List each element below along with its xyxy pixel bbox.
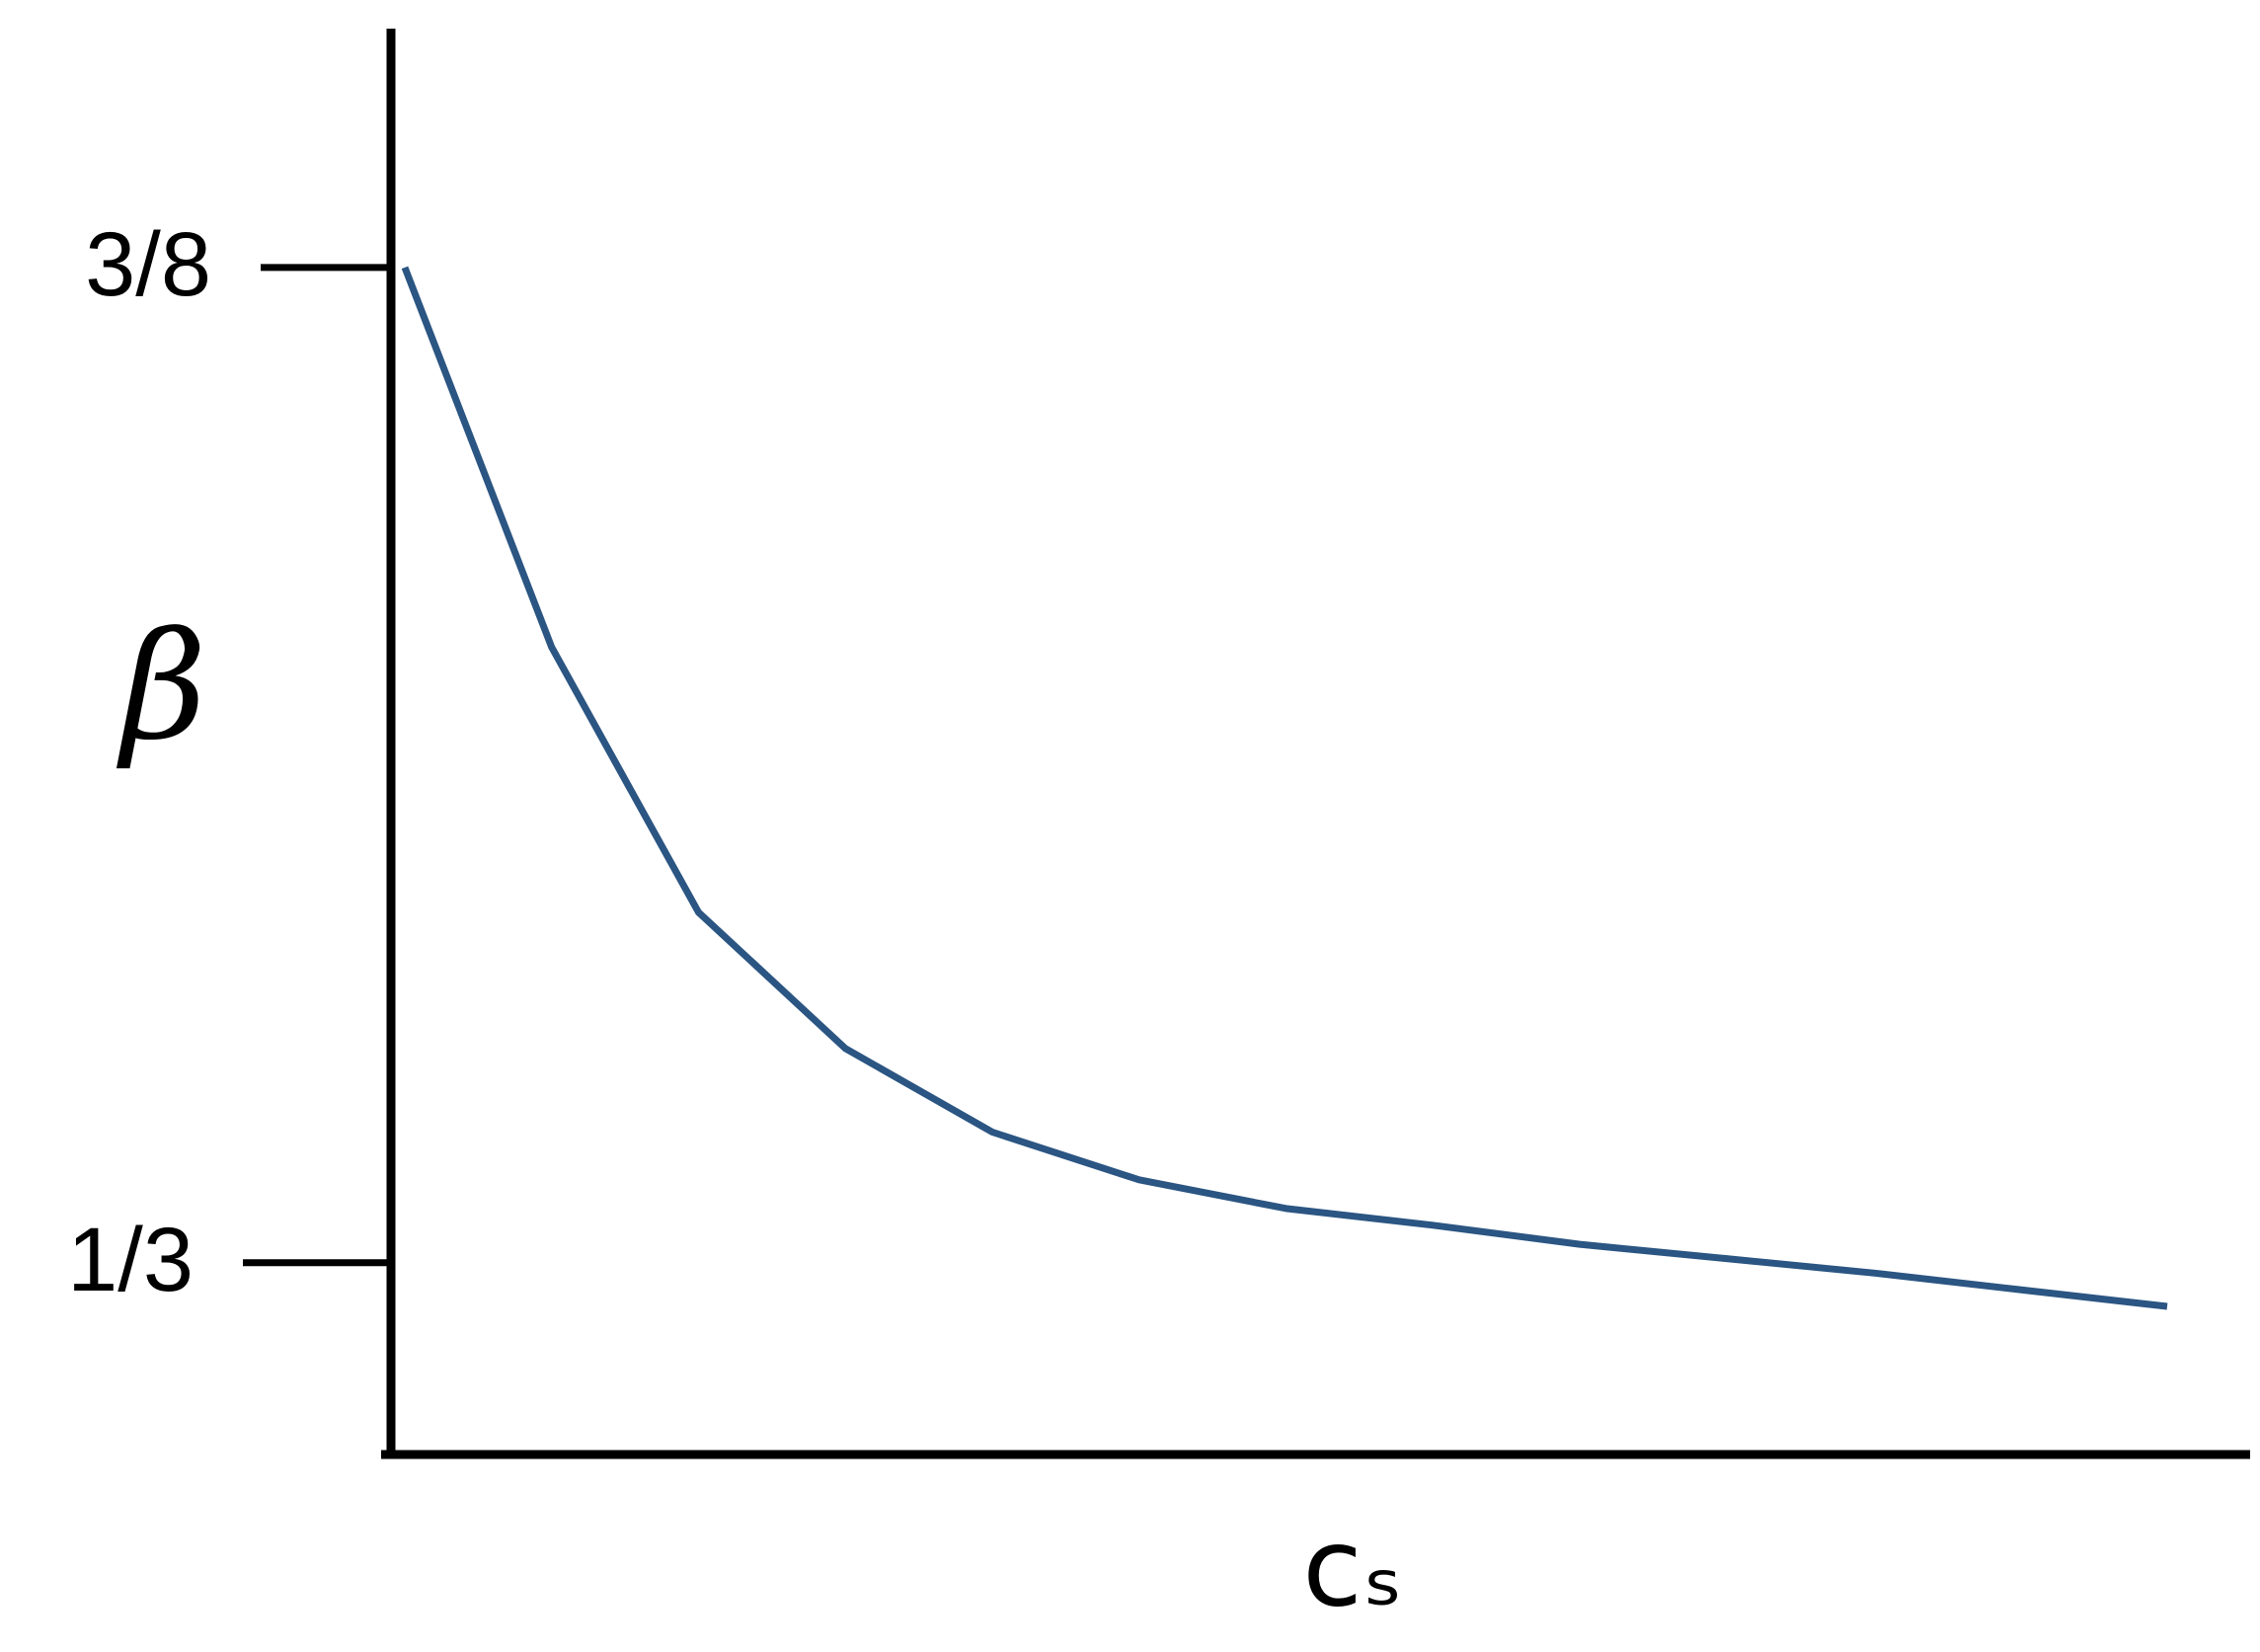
x-axis-label: cₛ [1302, 1504, 1403, 1630]
y-axis-label: β [117, 601, 207, 773]
data-line [401, 266, 2168, 1310]
y-tick-label: 1/3 [67, 1210, 194, 1310]
y-tick-label: 3/8 [85, 214, 211, 315]
